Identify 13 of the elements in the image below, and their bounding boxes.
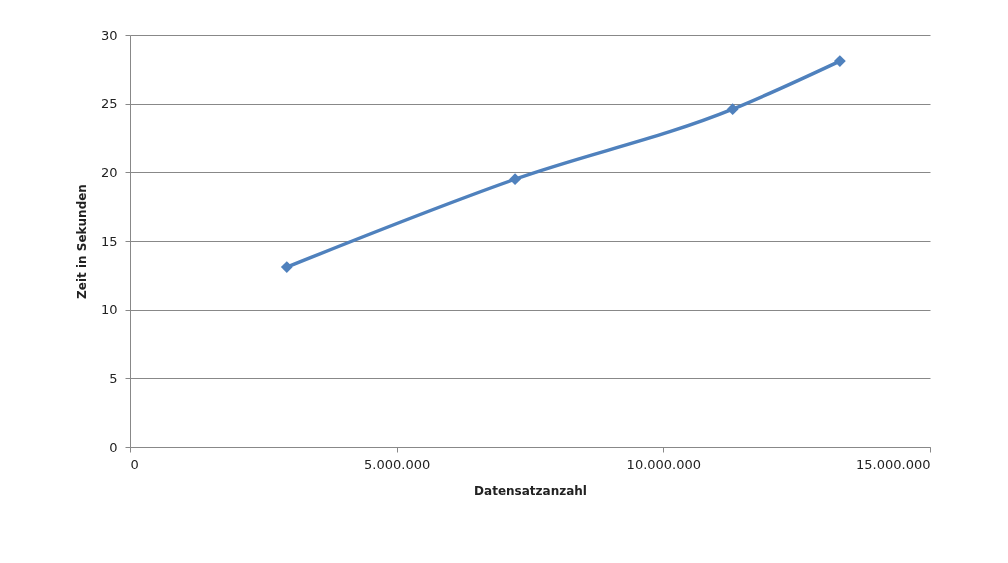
y-tick-label: 5 [109,370,118,386]
x-tick-label: 15.000.000 [856,456,931,472]
y-axis-title: Zeit in Sekunden [74,184,89,299]
y-tick-label: 0 [109,439,118,455]
y-tick-label: 20 [100,164,118,180]
y-tick-label: 30 [100,27,118,43]
y-tick-label: 25 [100,96,118,112]
x-tick-label: 0 [130,456,139,472]
x-axis-title: Datensatzanzahl [474,483,587,498]
x-tick-label: 5.000.000 [364,456,431,472]
y-tick-label: 15 [100,233,118,249]
y-tick-label: 10 [100,302,118,318]
x-tick-label: 10.000.000 [626,456,702,472]
